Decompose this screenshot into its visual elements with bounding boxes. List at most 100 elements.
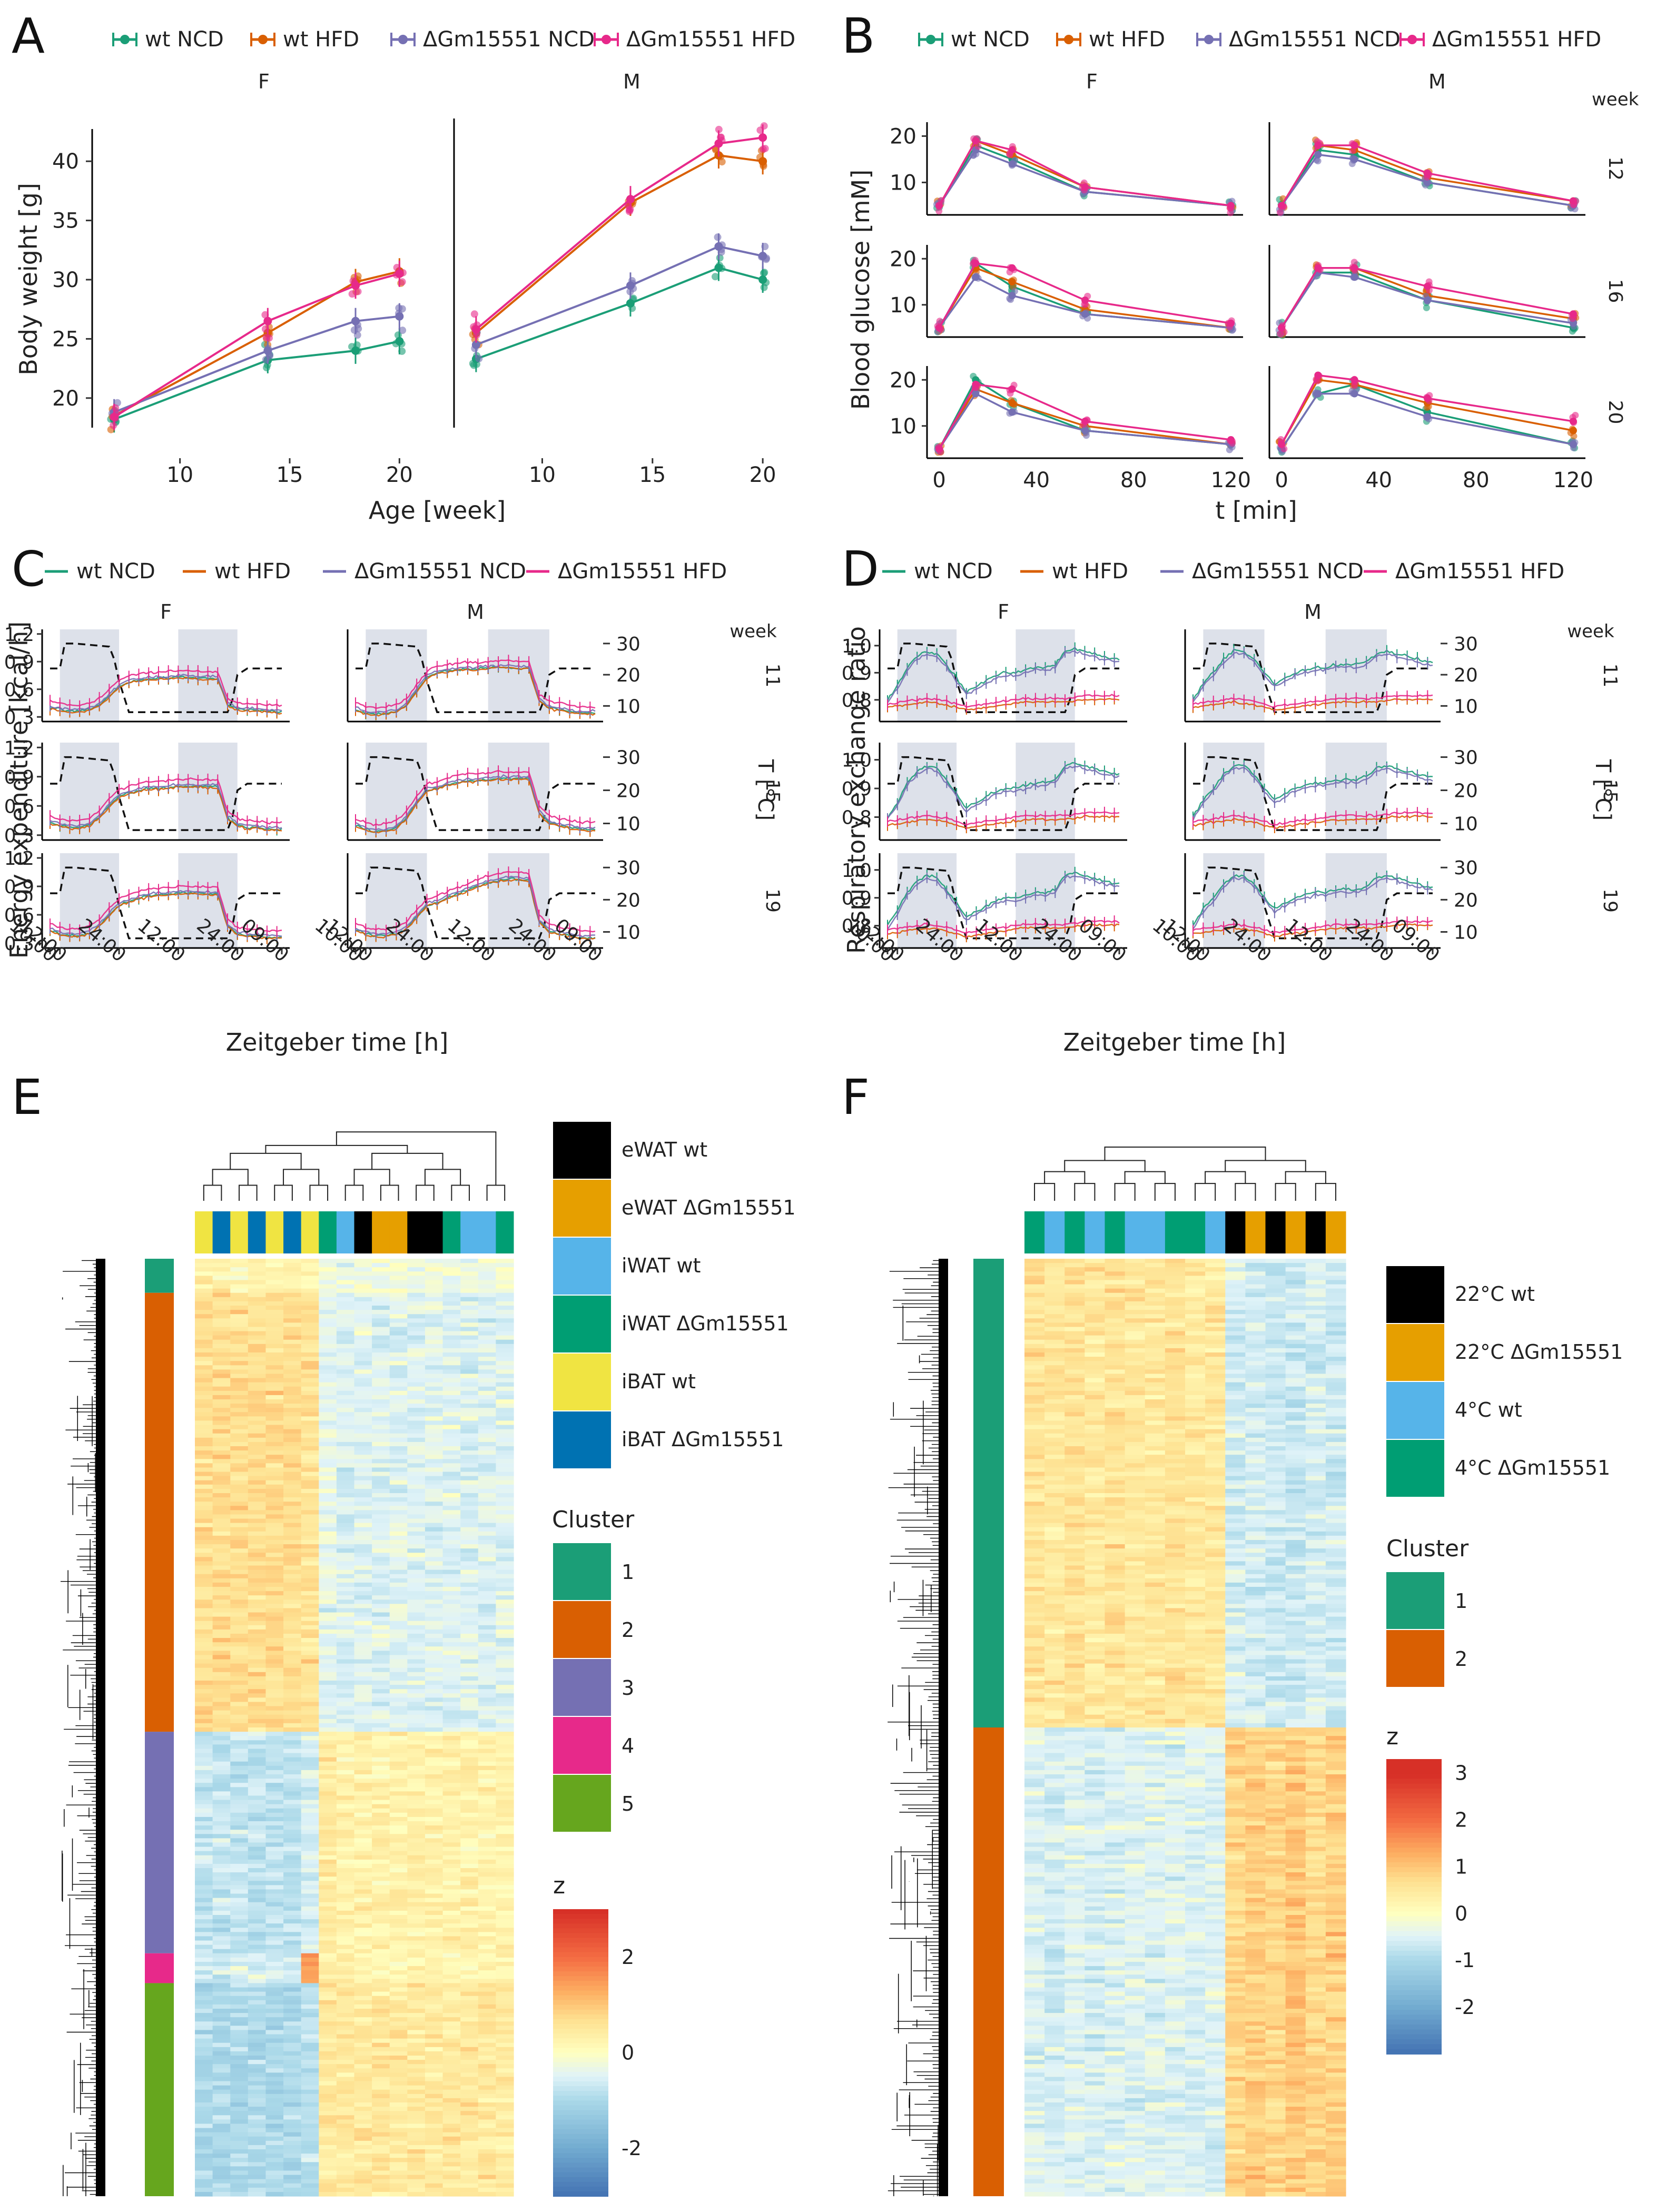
heatmap-cell: [372, 1395, 390, 1400]
heatmap-cell: [212, 1361, 231, 1366]
heatmap-cell: [336, 1574, 355, 1579]
heatmap-cell: [230, 1335, 249, 1340]
heatmap-cell: [407, 1855, 426, 1860]
heatmap-cell: [478, 1842, 496, 1848]
heatmap-cell: [407, 1357, 426, 1361]
heatmap-cell: [354, 1693, 372, 1698]
replicate-point: [1225, 320, 1232, 327]
heatmap-cell: [496, 1259, 514, 1263]
heatmap-cell: [478, 1446, 496, 1451]
series-line: [1192, 648, 1433, 700]
heatmap-cell: [442, 1591, 461, 1596]
heatmap-cell: [230, 1851, 249, 1856]
heatmap-cell: [265, 1544, 284, 1549]
heatmap-cell: [248, 1842, 267, 1848]
replicate-point: [1570, 201, 1578, 209]
heatmap-cell: [319, 1569, 337, 1575]
heatmap-cell: [407, 1599, 426, 1604]
heatmap-cell: [460, 1659, 479, 1664]
heatmap-cell: [407, 1404, 426, 1408]
heatmap-cell: [248, 1710, 267, 1715]
heatmap-cell: [389, 1877, 408, 1881]
heatmap-cell: [212, 1872, 231, 1877]
heatmap-cell: [372, 1727, 390, 1732]
heatmap-cell: [336, 1868, 355, 1873]
heatmap-cell: [336, 1719, 355, 1724]
heatmap-cell: [425, 1881, 443, 1885]
heatmap-cell: [230, 1804, 249, 1809]
heatmap-cell: [301, 1565, 319, 1571]
replicate-point: [1280, 445, 1288, 452]
temperature-line: [50, 866, 282, 940]
heatmap-cell: [425, 1642, 443, 1647]
heatmap-cell: [478, 1655, 496, 1660]
heatmap-cell: [212, 1816, 231, 1822]
heatmap-cell: [389, 1493, 408, 1498]
heatmap-cell: [496, 1846, 514, 1852]
heatmap-cell: [230, 1327, 249, 1332]
heatmap-cell: [496, 1706, 514, 1711]
heatmap-cell: [442, 1834, 461, 1839]
heatmap-cell: [265, 1846, 284, 1852]
heatmap-cell: [212, 1770, 231, 1775]
heatmap-cell: [336, 1655, 355, 1660]
heatmap-cell: [425, 1770, 443, 1775]
heatmap-cell: [212, 1651, 231, 1656]
heatmap-cell: [389, 1702, 408, 1707]
heatmap-cell: [230, 1667, 249, 1673]
heatmap-cell: [425, 1544, 443, 1549]
heatmap-cell: [425, 1382, 443, 1387]
heatmap-cell: [460, 1314, 479, 1319]
heatmap-cell: [283, 1800, 302, 1805]
heatmap-cell: [230, 1719, 249, 1724]
heatmap-cell: [407, 1455, 426, 1459]
heatmap-cell: [425, 1599, 443, 1604]
x-tick-label: 09:00: [1388, 915, 1444, 966]
night-phase-shade: [488, 629, 549, 722]
heatmap-cell: [496, 1616, 514, 1622]
heatmap-cell: [460, 1749, 479, 1754]
heatmap-cell: [265, 1416, 284, 1421]
replicate-point: [1350, 156, 1357, 164]
heatmap-cell: [248, 1544, 267, 1549]
heatmap-cell: [336, 1779, 355, 1783]
heatmap-cell: [442, 1510, 461, 1515]
heatmap-cell: [478, 1893, 496, 1899]
heatmap-cell: [195, 1510, 213, 1515]
heatmap-cell: [478, 1621, 496, 1626]
heatmap-cell: [336, 1808, 355, 1813]
heatmap-cell: [496, 1408, 514, 1413]
heatmap-cell: [460, 1791, 479, 1796]
heatmap-cell: [478, 1642, 496, 1647]
heatmap-cell: [425, 1361, 443, 1366]
heatmap-cell: [460, 1382, 479, 1387]
heatmap-cell: [478, 1535, 496, 1540]
heatmap-cell: [442, 1425, 461, 1430]
heatmap-cell: [301, 1591, 319, 1596]
heatmap-cell: [195, 1506, 213, 1510]
heatmap-cell: [248, 1868, 267, 1873]
heatmap-cell: [407, 1702, 426, 1707]
heatmap-cell: [195, 1310, 213, 1315]
y2-tick-label: 10: [616, 922, 640, 943]
heatmap-cell: [319, 1459, 337, 1464]
heatmap-cell: [407, 1634, 426, 1638]
heatmap-cell: [496, 1740, 514, 1745]
heatmap-cell: [425, 1404, 443, 1408]
heatmap-cell: [354, 1685, 372, 1690]
heatmap-cell: [283, 1352, 302, 1357]
heatmap-cell: [442, 1544, 461, 1549]
heatmap-cell: [248, 1357, 267, 1361]
heatmap-cell: [212, 1830, 231, 1834]
heatmap-cell: [195, 1842, 213, 1848]
heatmap-cell: [372, 1480, 390, 1485]
heatmap-cell: [230, 1276, 249, 1281]
heatmap-cell: [195, 1681, 213, 1685]
heatmap-cell: [319, 1893, 337, 1899]
heatmap-cell: [283, 1587, 302, 1592]
heatmap-cell: [389, 1399, 408, 1404]
heatmap-cell: [265, 1441, 284, 1447]
heatmap-cell: [212, 1523, 231, 1528]
column-annotation-cell: [212, 1211, 231, 1253]
heatmap-cell: [425, 1399, 443, 1404]
